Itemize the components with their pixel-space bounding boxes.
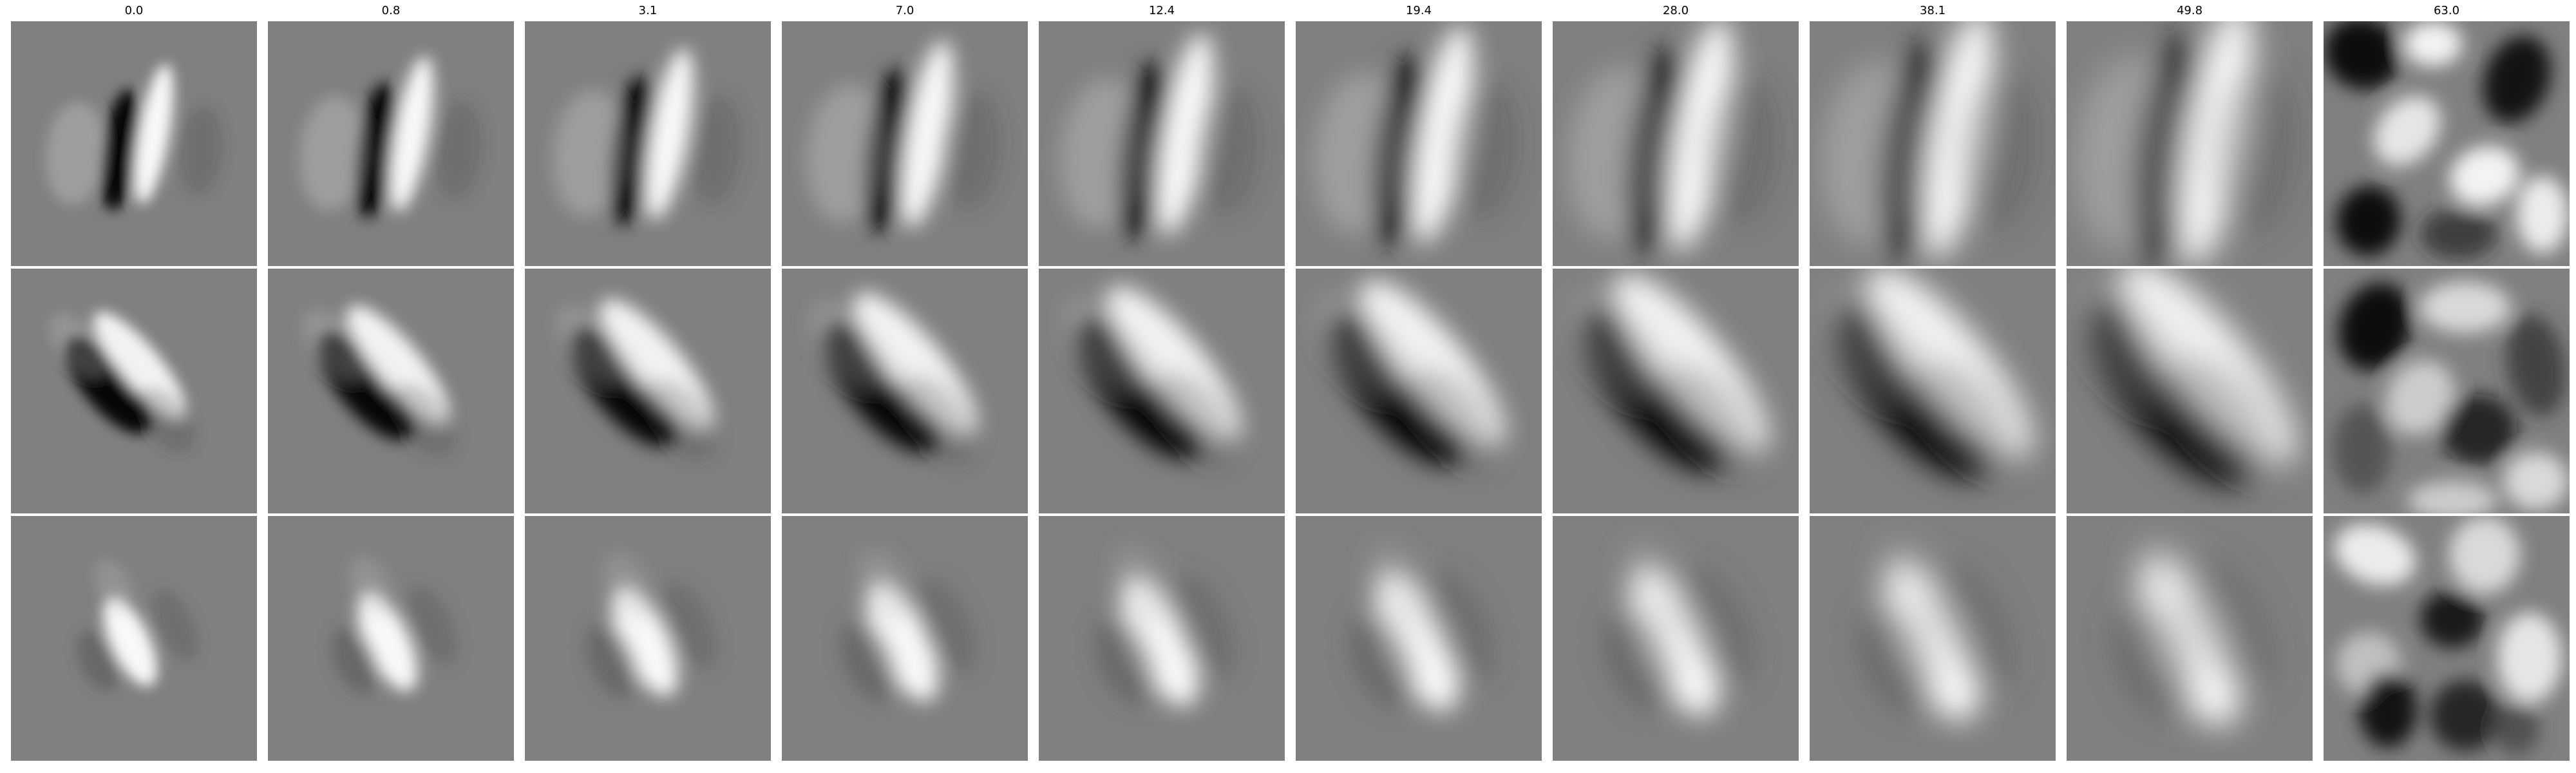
column-title: 63.0 xyxy=(2433,4,2460,17)
filter-image-r1-c7 xyxy=(1553,21,1799,266)
filter-image-r1-c5 xyxy=(1039,21,1285,266)
filter-image-r2-c9 xyxy=(2067,269,2313,513)
filter-image-r1-c9 xyxy=(2067,21,2313,266)
column-title: 3.1 xyxy=(638,4,658,17)
filter-image-r2-c8 xyxy=(1810,269,2056,513)
filter-image-r2-c5 xyxy=(1039,269,1285,513)
column-title: 7.0 xyxy=(895,4,914,17)
column-title: 49.8 xyxy=(2176,4,2203,17)
filter-image-r3-c3 xyxy=(525,516,771,761)
filter-image-r3-c2 xyxy=(268,516,514,761)
filter-image-r2-c2 xyxy=(268,269,514,513)
filter-image-r2-c7 xyxy=(1553,269,1799,513)
filter-image-r3-c9 xyxy=(2067,516,2313,761)
filter-image-r3-c6 xyxy=(1296,516,1542,761)
filter-image-r2-c4 xyxy=(782,269,1028,513)
filter-image-r3-c8 xyxy=(1810,516,2056,761)
filter-image-r3-c10 xyxy=(2324,516,2570,761)
column-title: 12.4 xyxy=(1148,4,1175,17)
filter-image-r1-c10 xyxy=(2324,21,2570,266)
filter-image-r2-c3 xyxy=(525,269,771,513)
column-title: 0.8 xyxy=(381,4,401,17)
filter-image-r2-c10 xyxy=(2324,269,2570,513)
filter-image-r3-c1 xyxy=(11,516,257,761)
column-title: 19.4 xyxy=(1405,4,1432,17)
column-title: 38.1 xyxy=(1919,4,1946,17)
filter-image-r3-c4 xyxy=(782,516,1028,761)
filter-image-r1-c1 xyxy=(11,21,257,266)
column-title: 0.0 xyxy=(124,4,144,17)
filter-image-r2-c1 xyxy=(11,269,257,513)
filter-image-r3-c7 xyxy=(1553,516,1799,761)
column-title: 28.0 xyxy=(1662,4,1689,17)
filter-image-r3-c5 xyxy=(1039,516,1285,761)
filter-image-r1-c3 xyxy=(525,21,771,266)
filter-image-r1-c2 xyxy=(268,21,514,266)
filter-image-r2-c6 xyxy=(1296,269,1542,513)
filter-image-r1-c6 xyxy=(1296,21,1542,266)
filter-image-r1-c4 xyxy=(782,21,1028,266)
filter-image-r1-c8 xyxy=(1810,21,2056,266)
